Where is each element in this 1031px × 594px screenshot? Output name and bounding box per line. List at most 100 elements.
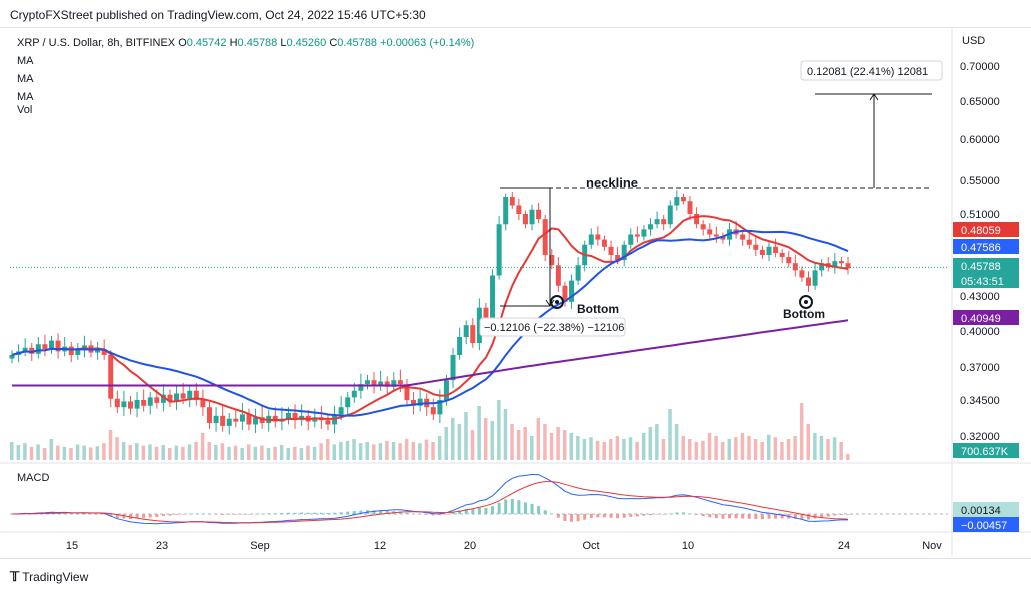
candle-body (635, 235, 640, 237)
volume-bar (458, 424, 462, 460)
macd-histogram-bar (83, 514, 86, 515)
candle-body (589, 235, 594, 245)
y-tick-label: 0.55000 (960, 175, 1000, 187)
macd-histogram-bar (748, 514, 751, 519)
volume-bar (701, 441, 705, 460)
volume-bar (464, 412, 468, 460)
volume-bar (201, 433, 205, 460)
volume-bar (207, 442, 211, 460)
macd-histogram-bar (550, 514, 553, 515)
volume-bar (681, 436, 685, 460)
volume-bar (175, 446, 179, 460)
macd-histogram-bar (820, 514, 823, 517)
volume-bar (695, 442, 699, 460)
macd-histogram-bar (188, 514, 191, 515)
volume-bar (273, 447, 277, 460)
macd-histogram-bar (708, 514, 711, 517)
macd-histogram-bar (623, 514, 626, 518)
candle-body (490, 276, 495, 320)
candle-body (707, 229, 712, 234)
candle-body (523, 214, 528, 224)
candle-body (793, 263, 798, 270)
volume-bar (563, 430, 567, 460)
candle-body (233, 419, 238, 422)
macd-histogram-bar (695, 514, 698, 515)
candle-body (530, 210, 535, 225)
macd-histogram-bar (629, 514, 632, 517)
macd-histogram-bar (333, 513, 336, 514)
x-tick-label: Oct (582, 540, 599, 552)
candle-body (365, 380, 370, 384)
x-tick-label: Sep (250, 540, 270, 552)
volume-bar (161, 445, 165, 460)
volume-bar (444, 427, 448, 460)
candle-body (595, 235, 600, 240)
volume-bar (510, 424, 513, 460)
volume-bar (82, 446, 86, 460)
macd-histogram-bar (649, 514, 652, 515)
candle-body (510, 197, 515, 206)
x-tick-label: 15 (66, 540, 78, 552)
tradingview-logo[interactable]: 𝕋 TradingView (10, 569, 88, 585)
volume-bar (543, 424, 547, 460)
candle-body (641, 229, 646, 236)
macd-histogram-bar (247, 514, 250, 515)
x-tick-label: 20 (464, 540, 476, 552)
volume-bar (596, 441, 600, 460)
macd-histogram-bar (484, 508, 487, 514)
candle-body (740, 235, 745, 240)
bottom-label: Bottom (577, 302, 619, 316)
macd-histogram-bar (807, 514, 810, 520)
volume-bar (688, 439, 692, 460)
macd-histogram-bar (616, 514, 619, 518)
x-tick-label: 24 (838, 540, 850, 552)
macd-histogram-bar (728, 514, 731, 518)
volume-bar (780, 442, 784, 460)
macd-histogram-bar (162, 514, 165, 516)
macd-histogram-bar (425, 514, 428, 515)
candle-body (220, 416, 225, 426)
y-tick-label: 0.70000 (960, 61, 1000, 73)
macd-histogram-bar (590, 514, 593, 518)
macd-histogram-bar (827, 514, 830, 517)
volume-bar (188, 444, 192, 460)
volume-bar (576, 436, 580, 460)
volume-bar (668, 409, 672, 460)
measure-up-label: 0.12081 (22.41%) 12081 (807, 66, 928, 78)
volume-bar (359, 443, 363, 460)
volume-bar (43, 448, 47, 460)
volume-bar (767, 435, 771, 460)
candle-body (214, 416, 219, 423)
volume-bar (10, 442, 14, 460)
volume-bar (708, 433, 712, 460)
volume-bar (807, 424, 811, 460)
volume-bar (326, 439, 330, 460)
macd-histogram-bar (682, 512, 685, 514)
volume-bar (49, 439, 53, 460)
candle-body (121, 401, 126, 407)
macd-histogram-bar (596, 514, 599, 517)
volume-bar (517, 430, 521, 460)
volume-bar (109, 430, 113, 460)
candle-body (207, 407, 212, 423)
volume-bar (471, 430, 475, 460)
candle-body (753, 245, 758, 250)
volume-bar (616, 436, 620, 460)
volume-bar (734, 437, 738, 460)
macd-histogram-bar (241, 514, 244, 515)
volume-bar (372, 444, 376, 460)
macd-histogram-bar (280, 513, 283, 514)
macd-histogram-bar (445, 514, 448, 515)
volume-bar (635, 442, 639, 460)
bottom-marker-dot (555, 300, 559, 304)
volume-bar (260, 446, 264, 460)
candle-body (108, 355, 113, 399)
macd-histogram-bar (89, 514, 92, 515)
volume-bar (293, 447, 297, 460)
volume-bar (813, 433, 817, 460)
candle-body (714, 235, 719, 237)
macd-histogram-bar (833, 514, 836, 516)
volume-bar (267, 448, 271, 460)
candle-body (457, 337, 462, 355)
